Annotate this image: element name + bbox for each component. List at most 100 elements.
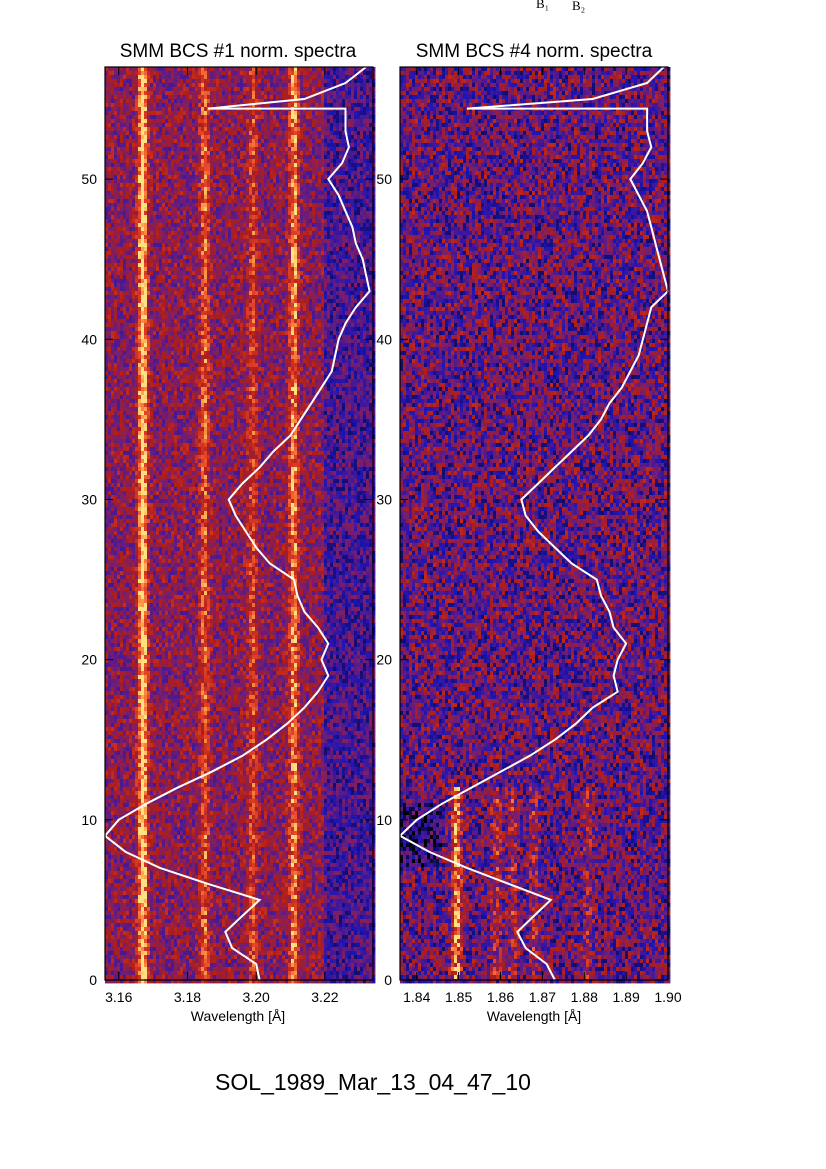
- heatmap-cell: [144, 183, 147, 187]
- heatmap-cell: [162, 207, 165, 211]
- heatmap-cell: [303, 195, 306, 199]
- heatmap-cell: [351, 119, 354, 123]
- heatmap-cell: [222, 111, 225, 115]
- heatmap-cell: [273, 139, 276, 143]
- heatmap-cell: [174, 79, 177, 83]
- heatmap-cell: [318, 115, 321, 119]
- heatmap-cell: [153, 207, 156, 211]
- heatmap-cell: [363, 227, 366, 231]
- heatmap-cell: [309, 91, 312, 95]
- heatmap-cell: [141, 99, 144, 103]
- heatmap-cell: [156, 167, 159, 171]
- heatmap-cell: [159, 83, 162, 87]
- heatmap-cell: [171, 215, 174, 219]
- heatmap-cell: [195, 123, 198, 127]
- heatmap-cell: [111, 235, 114, 239]
- heatmap-cell: [324, 167, 327, 171]
- heatmap-cell: [252, 227, 255, 231]
- heatmap-cell: [273, 119, 276, 123]
- heatmap-cell: [345, 167, 348, 171]
- heatmap-cell: [342, 231, 345, 235]
- heatmap-cell: [168, 211, 171, 215]
- heatmap-cell: [339, 183, 342, 187]
- heatmap-cell: [126, 159, 129, 163]
- heatmap-cell: [150, 103, 153, 107]
- heatmap-cell: [174, 83, 177, 87]
- heatmap-cell: [216, 151, 219, 155]
- heatmap-cell: [132, 107, 135, 111]
- heatmap-cell: [180, 195, 183, 199]
- heatmap-cell: [327, 191, 330, 195]
- heatmap-cell: [129, 79, 132, 83]
- heatmap-cell: [177, 75, 180, 79]
- heatmap-cell: [306, 151, 309, 155]
- heatmap-cell: [213, 215, 216, 219]
- heatmap-cell: [234, 175, 237, 179]
- heatmap-cell: [183, 139, 186, 143]
- heatmap-cell: [357, 227, 360, 231]
- heatmap-cell: [186, 167, 189, 171]
- heatmap-cell: [267, 175, 270, 179]
- heatmap-cell: [243, 91, 246, 95]
- heatmap-cell: [255, 131, 258, 135]
- heatmap-cell: [198, 67, 201, 71]
- heatmap-cell: [312, 191, 315, 195]
- heatmap-cell: [261, 159, 264, 163]
- heatmap-cell: [219, 91, 222, 95]
- heatmap-cell: [234, 155, 237, 159]
- heatmap-cell: [240, 127, 243, 131]
- heatmap-cell: [273, 143, 276, 147]
- heatmap-cell: [177, 195, 180, 199]
- heatmap-cell: [252, 211, 255, 215]
- heatmap-cell: [225, 115, 228, 119]
- heatmap-cell: [204, 231, 207, 235]
- heatmap-cell: [366, 215, 369, 219]
- heatmap-cell: [204, 163, 207, 167]
- heatmap-cell: [279, 219, 282, 223]
- heatmap-cell: [255, 235, 258, 239]
- heatmap-cell: [231, 159, 234, 163]
- heatmap-cell: [282, 75, 285, 79]
- heatmap-cell: [342, 227, 345, 231]
- heatmap-cell: [309, 191, 312, 195]
- heatmap-cell: [114, 107, 117, 111]
- heatmap-cell: [114, 147, 117, 151]
- heatmap-cell: [357, 135, 360, 139]
- heatmap-cell: [144, 143, 147, 147]
- heatmap-cell: [366, 231, 369, 235]
- heatmap-cell: [174, 163, 177, 167]
- heatmap-cell: [312, 147, 315, 151]
- heatmap-cell: [162, 87, 165, 91]
- heatmap-cell: [360, 147, 363, 151]
- heatmap-cell: [252, 175, 255, 179]
- heatmap-cell: [201, 227, 204, 231]
- heatmap-cell: [159, 79, 162, 83]
- heatmap-cell: [231, 239, 234, 243]
- heatmap-cell: [306, 179, 309, 183]
- heatmap-cell: [228, 127, 231, 131]
- heatmap-cell: [165, 67, 168, 71]
- heatmap-cell: [141, 159, 144, 163]
- heatmap-cell: [288, 91, 291, 95]
- heatmap-cell: [282, 79, 285, 83]
- heatmap-cell: [129, 171, 132, 175]
- heatmap-cell: [204, 235, 207, 239]
- heatmap-cell: [114, 227, 117, 231]
- heatmap-cell: [222, 175, 225, 179]
- heatmap-cell: [252, 139, 255, 143]
- heatmap-cell: [186, 103, 189, 107]
- heatmap-cell: [321, 191, 324, 195]
- heatmap-cell: [174, 167, 177, 171]
- heatmap-cell: [324, 119, 327, 123]
- heatmap-cell: [159, 143, 162, 147]
- heatmap-cell: [363, 143, 366, 147]
- heatmap-cell: [213, 175, 216, 179]
- heatmap-cell: [327, 135, 330, 139]
- heatmap-cell: [255, 199, 258, 203]
- heatmap-cell: [126, 139, 129, 143]
- heatmap-cell: [354, 99, 357, 103]
- heatmap-cell: [273, 239, 276, 243]
- heatmap-cell: [186, 119, 189, 123]
- heatmap-cell: [246, 227, 249, 231]
- heatmap-cell: [267, 203, 270, 207]
